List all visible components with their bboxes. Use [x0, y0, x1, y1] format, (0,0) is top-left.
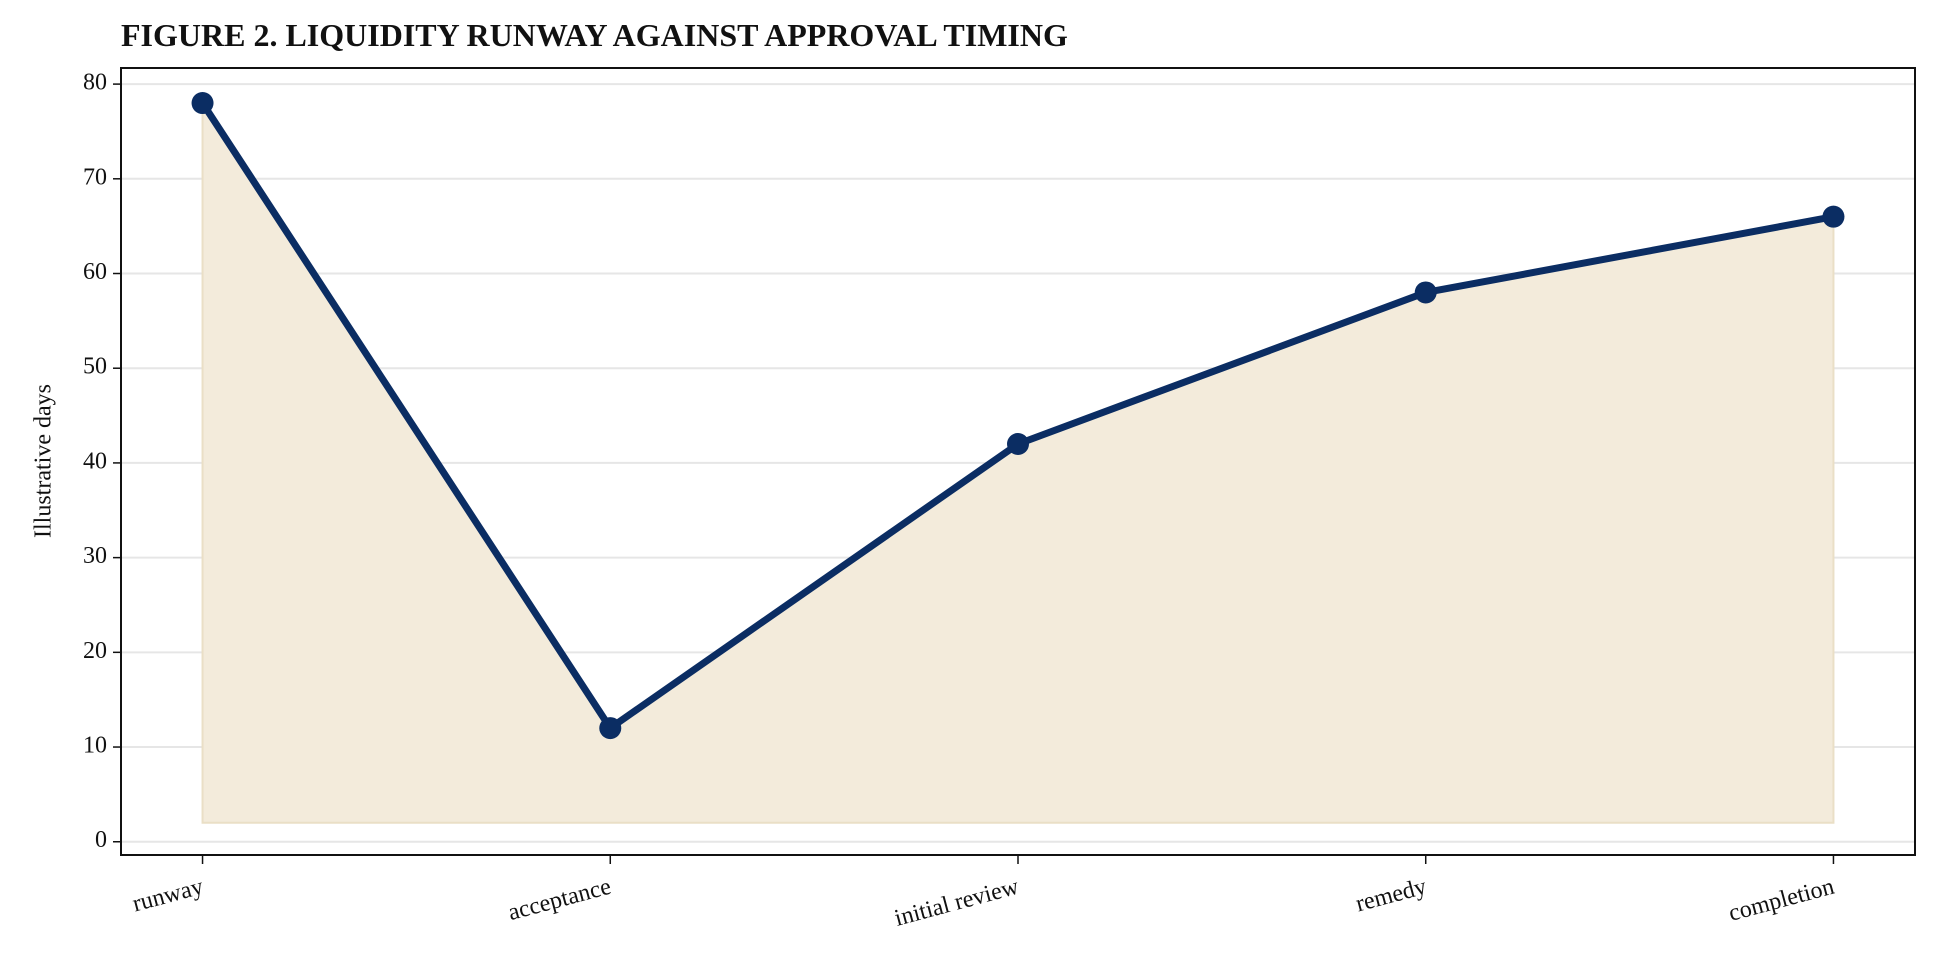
- point: [599, 717, 622, 740]
- y-tick-label: 70: [83, 164, 107, 190]
- point: [1007, 432, 1029, 455]
- y-tick-label: 50: [83, 354, 107, 380]
- x-tick-label: remedy: [1353, 874, 1429, 918]
- y-axis-label: Illustrative days: [31, 384, 57, 538]
- x-tick-label: initial review: [892, 874, 1022, 932]
- x-tick-label: acceptance: [505, 874, 613, 926]
- point: [1414, 281, 1437, 304]
- plot-frame: [120, 67, 1916, 856]
- y-tick-label: 10: [83, 733, 107, 759]
- point: [191, 92, 214, 115]
- x-tick-label: runway: [130, 874, 206, 918]
- y-tick-label: 60: [83, 259, 107, 285]
- chart-title: FIGURE 2. LIQUIDITY RUNWAY AGAINST APPRO…: [121, 17, 1068, 53]
- x-tick-label: completion: [1726, 874, 1837, 927]
- y-tick-label: 80: [83, 70, 107, 96]
- y-tick-label: 30: [83, 543, 107, 569]
- y-tick-label: 20: [83, 638, 107, 664]
- y-tick-label: 0: [95, 827, 107, 853]
- point: [1822, 205, 1845, 228]
- y-tick-label: 40: [83, 448, 107, 474]
